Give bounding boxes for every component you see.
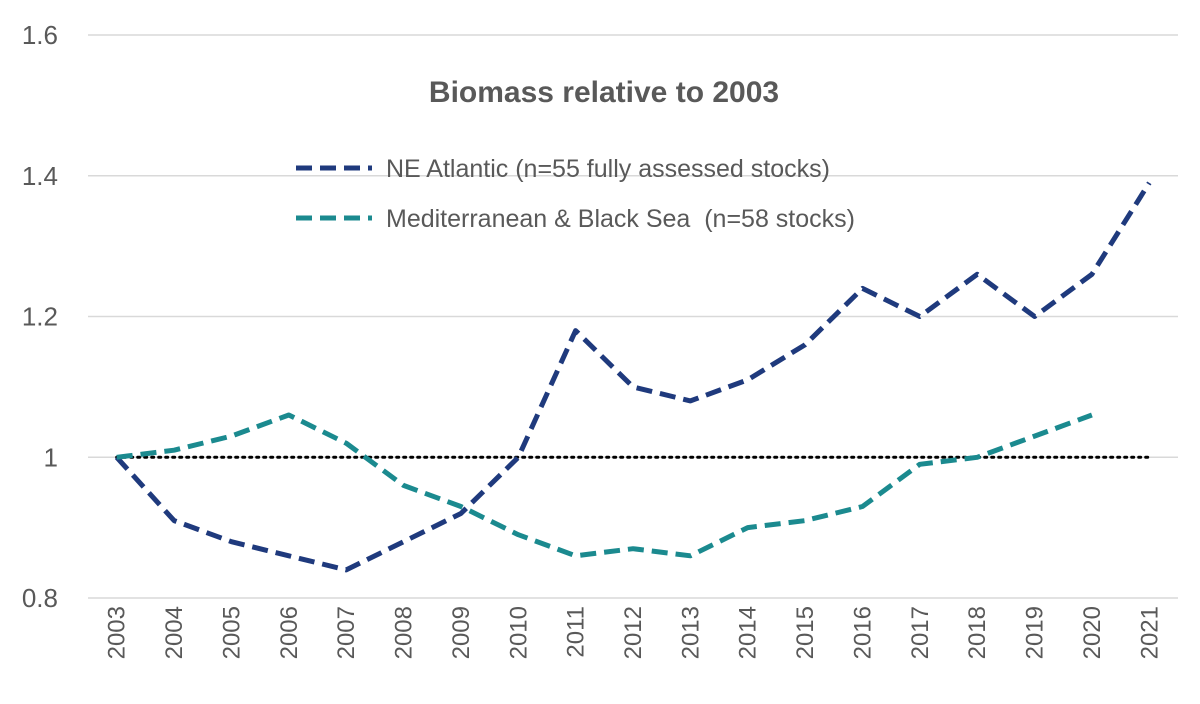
series-line-1 [116, 412, 1093, 559]
legend-label-0: NE Atlantic (n=55 fully assessed stocks) [386, 155, 830, 183]
x-tick-label: 2015 [792, 606, 819, 659]
x-tick-label: 2021 [1136, 606, 1163, 659]
y-tick-label: 1.4 [22, 161, 58, 191]
x-tick-label: 2008 [391, 606, 418, 659]
legend-label-1: Mediterranean & Black Sea (n=58 stocks) [386, 205, 855, 233]
x-tick-label: 2010 [505, 606, 532, 659]
x-tick-label: 2014 [735, 606, 762, 659]
x-tick-label: 2018 [964, 606, 991, 659]
x-tick-label: 2012 [620, 606, 647, 659]
legend: NE Atlantic (n=55 fully assessed stocks)… [296, 155, 855, 233]
chart-title: Biomass relative to 2003 [429, 76, 779, 109]
gridlines [88, 34, 1178, 599]
x-tick-label: 2017 [907, 606, 934, 659]
y-axis-ticks: 0.8 1 1.2 1.4 1.6 [22, 20, 58, 613]
x-tick-label: 2005 [218, 606, 245, 659]
x-tick-label: 2007 [333, 606, 360, 659]
x-tick-label: 2016 [849, 606, 876, 659]
x-tick-label: 2009 [448, 606, 475, 659]
x-tick-label: 2013 [677, 606, 704, 659]
series-layer [114, 181, 1152, 573]
x-tick-label: 2019 [1022, 606, 1049, 659]
y-tick-label: 1.6 [22, 20, 58, 50]
series-line-0 [114, 181, 1152, 573]
x-tick-label: 2020 [1079, 606, 1106, 659]
y-tick-label: 0.8 [22, 583, 58, 613]
x-tick-label: 2011 [563, 606, 590, 658]
x-tick-label: 2004 [161, 606, 188, 659]
y-tick-label: 1 [44, 442, 58, 472]
x-tick-label: 2003 [104, 606, 131, 659]
x-axis-ticks: 2003 2004 2005 2006 2007 2008 2009 2010 2011 2012… [104, 606, 1164, 659]
x-tick-label: 2006 [276, 606, 303, 659]
y-tick-label: 1.2 [22, 302, 58, 332]
